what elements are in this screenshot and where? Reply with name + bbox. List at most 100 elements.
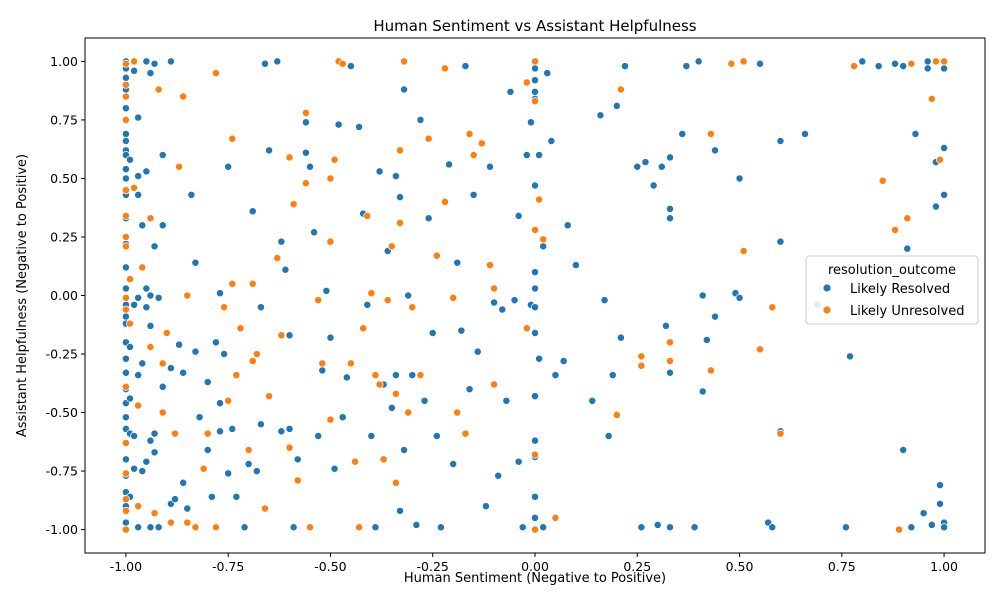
point-resolved [841, 523, 850, 532]
point-resolved [310, 228, 319, 237]
point-unresolved [637, 361, 646, 370]
point-unresolved [367, 289, 376, 298]
point-unresolved [121, 495, 130, 504]
point-unresolved [486, 261, 494, 270]
x-tick-label: -1.00 [110, 559, 142, 574]
point-resolved [121, 263, 130, 272]
point-resolved [121, 413, 130, 422]
point-resolved [211, 338, 220, 347]
point-resolved [314, 432, 323, 440]
point-resolved [142, 284, 151, 293]
point-unresolved [666, 338, 674, 347]
point-unresolved [121, 382, 130, 391]
point-unresolved [903, 214, 912, 223]
point-resolved [179, 478, 188, 487]
point-unresolved [404, 408, 413, 417]
point-unresolved [727, 59, 736, 68]
point-resolved [702, 336, 711, 344]
y-axis-ticks: -1.00 -0.75 -0.50 -0.25 0.00 0.25 0.50 0.75 1.00 [46, 54, 85, 537]
point-resolved [531, 87, 539, 96]
point-resolved [506, 87, 515, 96]
point-resolved [130, 464, 139, 473]
point-unresolved [121, 506, 130, 515]
point-resolved [142, 57, 151, 66]
point-unresolved [183, 518, 192, 527]
point-resolved [514, 457, 523, 466]
point-unresolved [531, 57, 539, 66]
point-unresolved [363, 211, 372, 220]
point-resolved [150, 429, 159, 438]
point-unresolved [739, 247, 748, 255]
point-resolved [285, 331, 294, 340]
point-unresolved [134, 401, 143, 410]
point-resolved [138, 359, 147, 368]
point-resolved [134, 523, 143, 532]
point-unresolved [535, 195, 544, 204]
point-resolved [563, 221, 572, 230]
point-resolved [166, 57, 175, 66]
point-unresolved [171, 429, 179, 438]
point-unresolved [551, 513, 560, 522]
point-resolved [858, 57, 867, 66]
point-unresolved [878, 176, 887, 185]
x-tick-label: -0.50 [314, 559, 346, 574]
point-resolved [621, 62, 629, 71]
point-resolved [203, 446, 212, 454]
point-resolved [191, 258, 200, 267]
point-resolved [252, 467, 261, 476]
point-resolved [931, 202, 940, 211]
point-resolved [126, 343, 134, 351]
point-resolved [256, 303, 265, 312]
point-resolved [711, 146, 719, 155]
chart-title: Human Sentiment vs Assistant Helpfulness [373, 17, 696, 35]
point-resolved [326, 333, 335, 342]
point-resolved [138, 221, 147, 230]
point-resolved [371, 523, 380, 532]
point-resolved [428, 329, 437, 337]
point-unresolved [273, 254, 282, 262]
point-resolved [543, 69, 552, 78]
point-unresolved [211, 69, 220, 78]
point-unresolved [531, 450, 539, 459]
point-unresolved [220, 303, 229, 312]
x-tick-label: 0.75 [828, 559, 856, 574]
point-resolved [596, 111, 605, 120]
point-resolved [682, 62, 691, 71]
point-unresolved [166, 518, 175, 527]
point-unresolved [895, 525, 904, 534]
point-resolved [166, 364, 175, 373]
point-resolved [453, 258, 462, 267]
point-resolved [445, 160, 454, 169]
point-unresolved [477, 139, 486, 148]
point-resolved [248, 207, 257, 216]
y-tick-label: 0.50 [50, 171, 78, 186]
point-resolved [130, 300, 139, 309]
x-tick-label: 1.00 [930, 559, 958, 574]
point-resolved [179, 368, 188, 377]
point-resolved [666, 523, 674, 532]
y-tick-label: 1.00 [50, 54, 78, 69]
point-resolved [657, 162, 666, 171]
point-unresolved [424, 134, 433, 143]
point-unresolved [306, 523, 314, 532]
point-resolved [216, 427, 224, 436]
point-unresolved [121, 233, 130, 241]
point-unresolved [244, 446, 253, 454]
point-resolved [940, 64, 949, 73]
point-unresolved [449, 293, 458, 302]
legend-title: resolution_outcome [828, 263, 956, 278]
point-unresolved [126, 319, 134, 328]
point-resolved [571, 261, 580, 270]
point-resolved [121, 284, 130, 293]
point-resolved [531, 303, 539, 312]
point-resolved [396, 193, 404, 202]
point-unresolved [351, 457, 359, 466]
legend-label-resolved: Likely Resolved [850, 282, 950, 297]
point-resolved [588, 396, 597, 405]
point-resolved [171, 495, 179, 504]
point-resolved [150, 242, 159, 251]
point-resolved [653, 520, 662, 529]
point-unresolved [539, 235, 548, 244]
legend-box [805, 255, 979, 325]
point-resolved [432, 432, 441, 440]
